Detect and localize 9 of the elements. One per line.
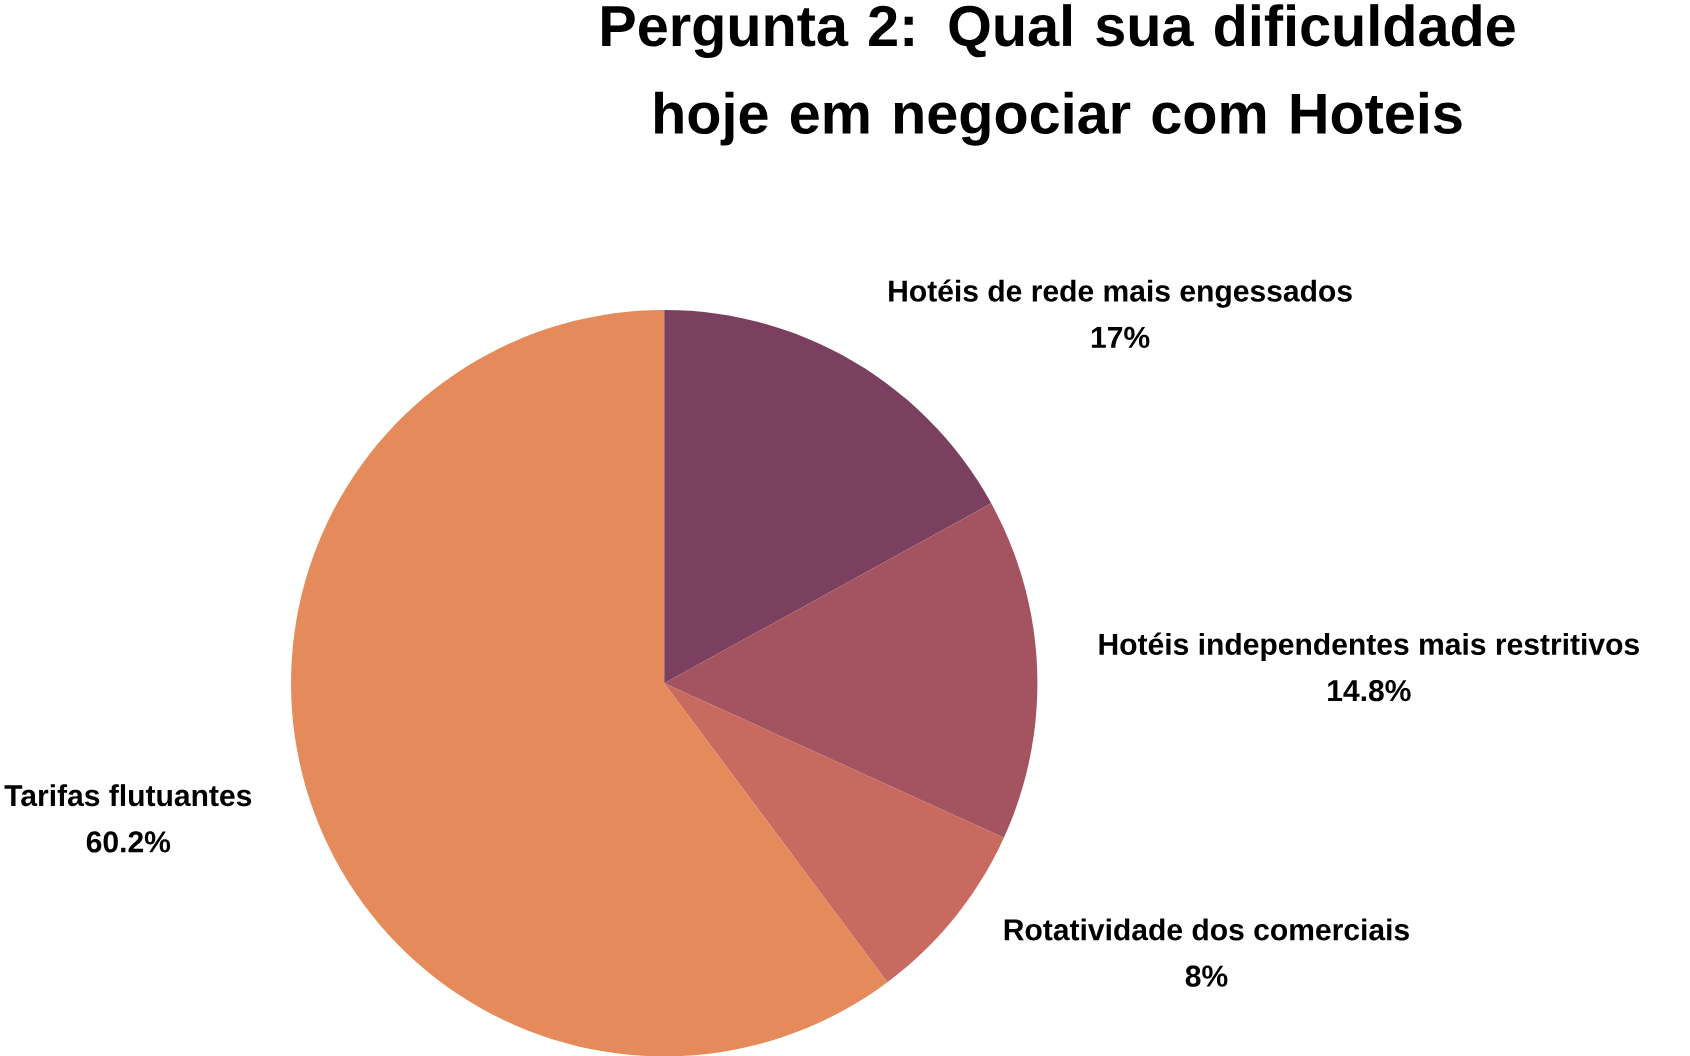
data-label: 60.2%	[86, 831, 171, 853]
data-label: 8%	[1185, 965, 1228, 987]
slice-label: Tarifas flutuantes	[4, 784, 252, 807]
chart-title: Pergunta 2: Qual sua dificuldade hoje em negociar com Hoteis	[602, 3, 1515, 146]
data-label: 14.8%	[1328, 679, 1411, 702]
slice-label: Rotatividade dos comerciais	[1004, 918, 1409, 941]
slice-label: Hotéis de rede mais engessados	[889, 279, 1352, 308]
slice-label: Hotéis independentes mais restritivos	[1099, 632, 1639, 661]
data-label: 17%	[1091, 326, 1150, 348]
